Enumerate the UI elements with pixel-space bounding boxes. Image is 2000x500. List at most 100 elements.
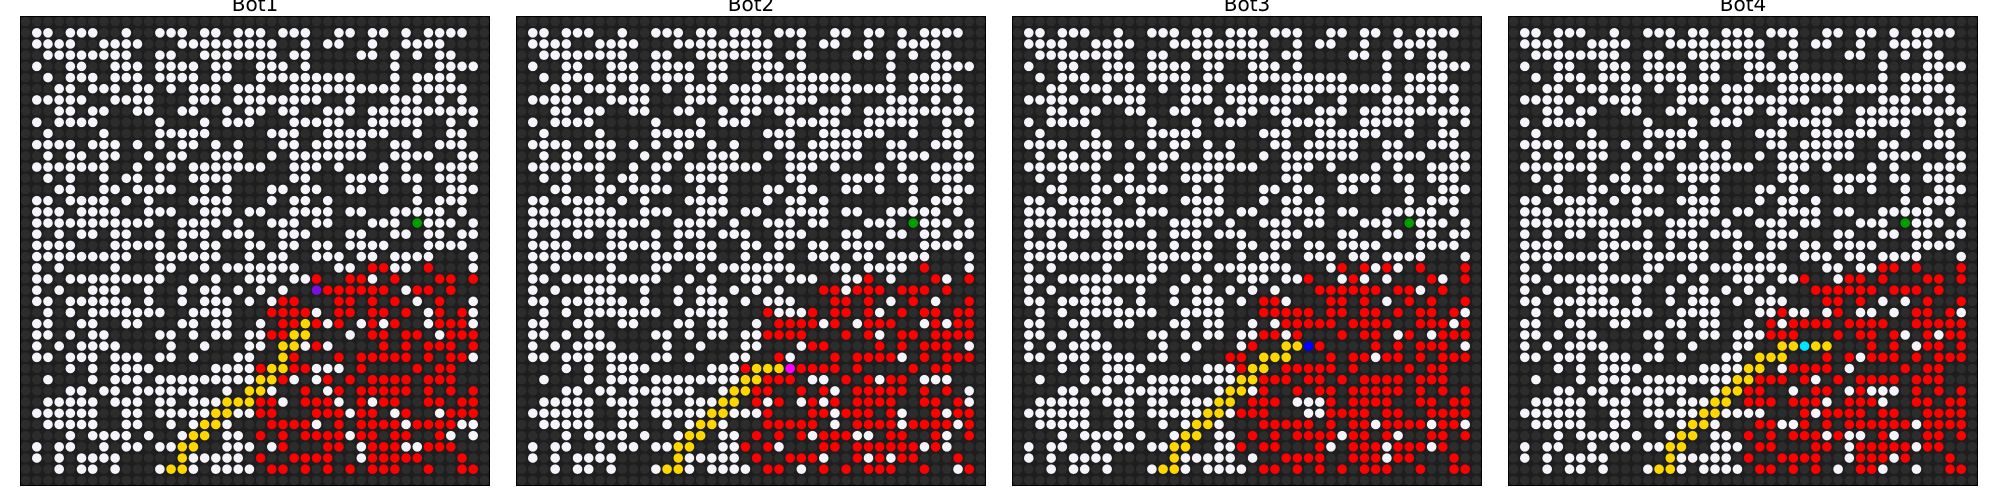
wall-cell	[434, 285, 445, 295]
open-cell	[740, 330, 751, 340]
wall-cell	[155, 363, 165, 374]
wall-cell	[897, 318, 907, 329]
wall-cell	[222, 27, 232, 38]
wall-cell	[774, 341, 784, 351]
wall-cell	[1404, 139, 1415, 150]
open-cell	[188, 397, 199, 407]
open-cell	[244, 341, 255, 351]
wall-cell	[1191, 386, 1202, 396]
wall-cell	[110, 27, 120, 38]
fire-cell	[446, 374, 456, 385]
open-cell	[345, 128, 355, 139]
open-cell	[43, 139, 53, 150]
wall-cell	[356, 95, 367, 105]
open-cell	[572, 195, 583, 206]
wall-cell	[639, 341, 650, 351]
wall-cell	[1382, 39, 1392, 49]
wall-cell	[423, 475, 434, 486]
wall-cell	[479, 341, 490, 351]
wall-cell	[897, 296, 907, 307]
wall-cell	[31, 307, 42, 318]
open-cell	[1236, 341, 1247, 351]
wall-cell	[818, 419, 829, 430]
wall-cell	[188, 16, 199, 27]
open-cell	[143, 430, 154, 441]
fire-cell	[874, 386, 885, 396]
wall-cell	[434, 475, 445, 486]
wall-cell	[43, 430, 53, 441]
fire-cell	[345, 374, 355, 385]
wall-cell	[1012, 374, 1023, 385]
fire-cell	[818, 430, 829, 441]
open-cell	[1236, 83, 1247, 94]
wall-cell	[401, 296, 411, 307]
wall-cell	[975, 184, 986, 195]
open-cell	[54, 464, 64, 475]
open-cell	[807, 151, 818, 161]
fire-cell	[953, 330, 963, 340]
wall-cell	[1135, 251, 1146, 262]
wall-cell	[54, 195, 64, 206]
open-cell	[617, 374, 628, 385]
open-cell	[1326, 72, 1336, 83]
open-cell	[662, 419, 672, 430]
path-cell	[233, 397, 244, 407]
wall-cell	[830, 218, 840, 228]
wall-cell	[1326, 341, 1336, 351]
fire-cell	[1359, 318, 1370, 329]
wall-cell	[729, 296, 740, 307]
wall-cell	[1079, 128, 1090, 139]
open-cell	[561, 408, 572, 419]
fire-cell	[1359, 296, 1370, 307]
fire-cell	[334, 318, 344, 329]
fire-cell	[1292, 386, 1303, 396]
open-cell	[87, 464, 98, 475]
path-cell	[774, 363, 784, 374]
fire-cell	[401, 330, 411, 340]
open-cell	[143, 106, 154, 116]
open-cell	[31, 207, 42, 217]
fire-cell	[762, 442, 773, 452]
open-cell	[423, 39, 434, 49]
open-cell	[43, 27, 53, 38]
wall-cell	[762, 173, 773, 184]
open-cell	[166, 330, 176, 340]
open-cell	[423, 251, 434, 262]
wall-cell	[606, 195, 616, 206]
open-cell	[1415, 207, 1426, 217]
wall-cell	[617, 83, 628, 94]
wall-cell	[1046, 363, 1056, 374]
open-cell	[143, 95, 154, 105]
open-cell	[583, 352, 594, 363]
wall-cell	[595, 475, 605, 486]
open-cell	[1281, 274, 1291, 284]
open-cell	[1247, 386, 1258, 396]
wall-cell	[1348, 106, 1359, 116]
wall-cell	[684, 207, 695, 217]
open-cell	[550, 442, 560, 452]
wall-cell	[1471, 139, 1482, 150]
wall-cell	[211, 430, 221, 441]
open-cell	[1169, 374, 1180, 385]
wall-cell	[87, 61, 98, 72]
fire-cell	[446, 408, 456, 419]
open-cell	[897, 262, 907, 273]
wall-cell	[673, 16, 684, 27]
wall-cell	[662, 240, 672, 251]
open-cell	[289, 117, 299, 128]
open-cell	[1314, 207, 1325, 217]
wall-cell	[818, 162, 829, 172]
open-cell	[707, 397, 717, 407]
open-cell	[266, 386, 277, 396]
wall-cell	[516, 274, 527, 284]
wall-cell	[255, 117, 266, 128]
wall-cell	[975, 139, 986, 150]
fire-cell	[334, 430, 344, 441]
open-cell	[390, 95, 400, 105]
open-cell	[54, 251, 64, 262]
wall-cell	[729, 419, 740, 430]
open-cell	[132, 218, 143, 228]
fire-cell	[1337, 262, 1347, 273]
open-cell	[695, 117, 706, 128]
wall-cell	[434, 117, 445, 128]
